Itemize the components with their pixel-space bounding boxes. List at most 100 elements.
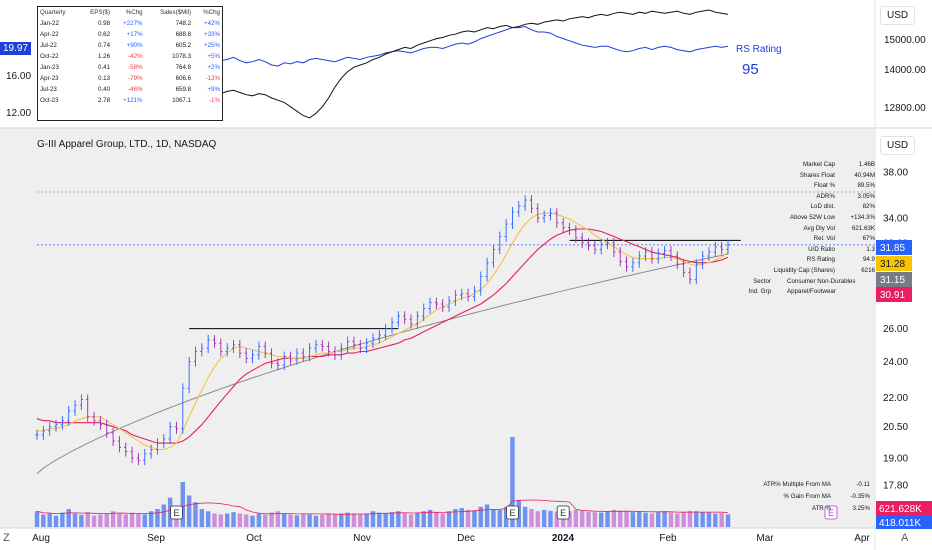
stat-value: 67% xyxy=(862,235,875,243)
volume-bar xyxy=(675,513,680,527)
stat-row: Avg Dly Vol 621.63K xyxy=(745,224,875,235)
price-axis-label: 30.91 xyxy=(876,287,912,302)
stat-key: RS Rating xyxy=(806,256,835,264)
volume-bar xyxy=(605,511,610,527)
atr-row: % Gain From MA -0.35% xyxy=(745,491,870,503)
volume-bar xyxy=(98,514,103,527)
volume-axis-label: 418.011K xyxy=(876,515,932,529)
fundamentals-cell: 1078.3 xyxy=(172,53,192,60)
industry-group-row: Ind. Grp Apparel/Footwear xyxy=(745,287,875,298)
price-axis-label-text: 31.85 xyxy=(880,243,905,254)
volume-bar xyxy=(218,514,224,527)
price-axis-label-bg xyxy=(876,256,912,271)
price-tick-label: 34.00 xyxy=(883,213,908,224)
rs-rating-value: 95 xyxy=(742,61,759,78)
volume-bar xyxy=(41,514,46,527)
fundamentals-cell: 0.41 xyxy=(98,64,111,71)
volume-bar xyxy=(529,509,534,527)
fundamentals-header: %Chg xyxy=(125,9,143,16)
volume-bar xyxy=(332,514,338,527)
sma21-line xyxy=(36,228,729,444)
volume-bar xyxy=(243,514,249,527)
auto-scale-icon[interactable]: A xyxy=(901,532,909,544)
industry-group-value: Apparel/Footwear xyxy=(787,288,836,296)
atr-row: ATR % 3.25% xyxy=(745,503,870,515)
volume-bar xyxy=(510,437,515,527)
earnings-marker-box xyxy=(170,505,183,520)
top-left-tick: 12.00 xyxy=(6,108,32,119)
zoom-icon[interactable]: Z xyxy=(3,532,10,544)
volume-bar xyxy=(383,513,388,527)
volume-bar xyxy=(618,510,623,527)
fundamentals-cell: Jul-23 xyxy=(40,86,57,93)
stat-key: Rel. Vol xyxy=(813,235,835,243)
volume-bar xyxy=(472,510,477,527)
chart-title: G-III Apparel Group, LTD., 1D, NASDAQ xyxy=(37,139,217,150)
stat-value: 621.63K xyxy=(851,224,875,232)
stat-row: Liquidity Cap (Shares) 6216 xyxy=(745,266,875,277)
price-tick-label: 22.00 xyxy=(883,393,908,404)
fundamentals-header: EPS($) xyxy=(90,9,111,16)
stat-key: Float % xyxy=(814,182,835,190)
upcoming-earnings-label: E xyxy=(828,508,834,518)
earnings-marker-box xyxy=(556,505,570,520)
volume-bar xyxy=(459,508,464,527)
volume-bar xyxy=(662,511,667,527)
fundamentals-table: Quarterly EPS($) %Chg Sales($Mil) %Chg J… xyxy=(37,6,223,121)
volume-bar xyxy=(212,513,217,527)
volume-bar xyxy=(53,515,59,527)
volume-bar xyxy=(713,513,718,527)
stat-value: 82% xyxy=(862,203,875,211)
time-axis: Aug Sep Oct Nov Dec 2024 Feb Mar Apr xyxy=(32,533,870,544)
volume-bar xyxy=(339,513,344,527)
volume-bar xyxy=(681,511,686,527)
fundamentals-header: %Chg xyxy=(203,9,220,16)
price-axis-label-bg xyxy=(876,240,912,255)
stat-key: Liquidity Cap (Shares) xyxy=(773,266,835,274)
volume-bar xyxy=(700,512,705,527)
time-tick-label: Nov xyxy=(353,533,371,544)
price-tick-label: 24.00 xyxy=(883,357,908,368)
volume-bar xyxy=(719,513,724,527)
stat-row: U/D Ratio 1.3 xyxy=(745,245,875,256)
volume-bar xyxy=(389,512,395,527)
rs-rating-label: RS Rating xyxy=(736,44,782,55)
volume-bar xyxy=(465,509,471,527)
currency-button-top[interactable]: USD xyxy=(880,6,916,25)
volume-bar xyxy=(186,495,192,527)
atr-row: ATR% Multiple From MA -0.11 xyxy=(745,479,870,491)
fundamentals-header: Quarterly xyxy=(40,9,66,16)
earnings-marker: E xyxy=(556,505,570,520)
volume-average-line xyxy=(36,499,729,515)
fundamentals-cell: 605.2 xyxy=(175,42,192,49)
earnings-marker: E xyxy=(506,505,519,520)
stat-value: +134.3% xyxy=(850,213,875,221)
currency-button-main[interactable]: USD xyxy=(880,136,916,155)
stat-value: 3.05% xyxy=(857,192,875,200)
volume-bar xyxy=(440,513,445,527)
fundamentals-cell: -42% xyxy=(128,53,143,60)
volume-bar xyxy=(687,510,693,527)
fundamentals-row: Jan-22 0.98 +227% 748.2 +42% xyxy=(38,18,222,29)
sma50-line xyxy=(36,253,729,474)
fundamentals-cell: 0.98 xyxy=(98,20,111,27)
fundamentals-cell: -1% xyxy=(208,97,220,104)
volume-bar xyxy=(72,513,78,527)
fundamentals-cell: Apr-22 xyxy=(40,31,59,38)
volume-bar xyxy=(193,502,198,527)
fundamentals-cell: 659.8 xyxy=(175,86,192,93)
volume-axis-label: 621.628K xyxy=(876,501,932,515)
volume-bar xyxy=(85,512,90,527)
time-tick-label: 2024 xyxy=(552,533,575,544)
volume-bar xyxy=(129,512,135,527)
price-axis-label: 31.15 xyxy=(876,272,912,287)
stat-key: ADR% xyxy=(816,192,835,200)
fundamentals-cell: +25% xyxy=(204,42,220,49)
price-axis-label-bg xyxy=(876,287,912,302)
volume-bar xyxy=(66,509,71,527)
volume-bar xyxy=(199,509,205,527)
sector-key: Sector xyxy=(753,277,771,285)
fundamentals-cell: +90% xyxy=(126,42,143,49)
stat-row: LoD dist. 82% xyxy=(745,202,875,213)
